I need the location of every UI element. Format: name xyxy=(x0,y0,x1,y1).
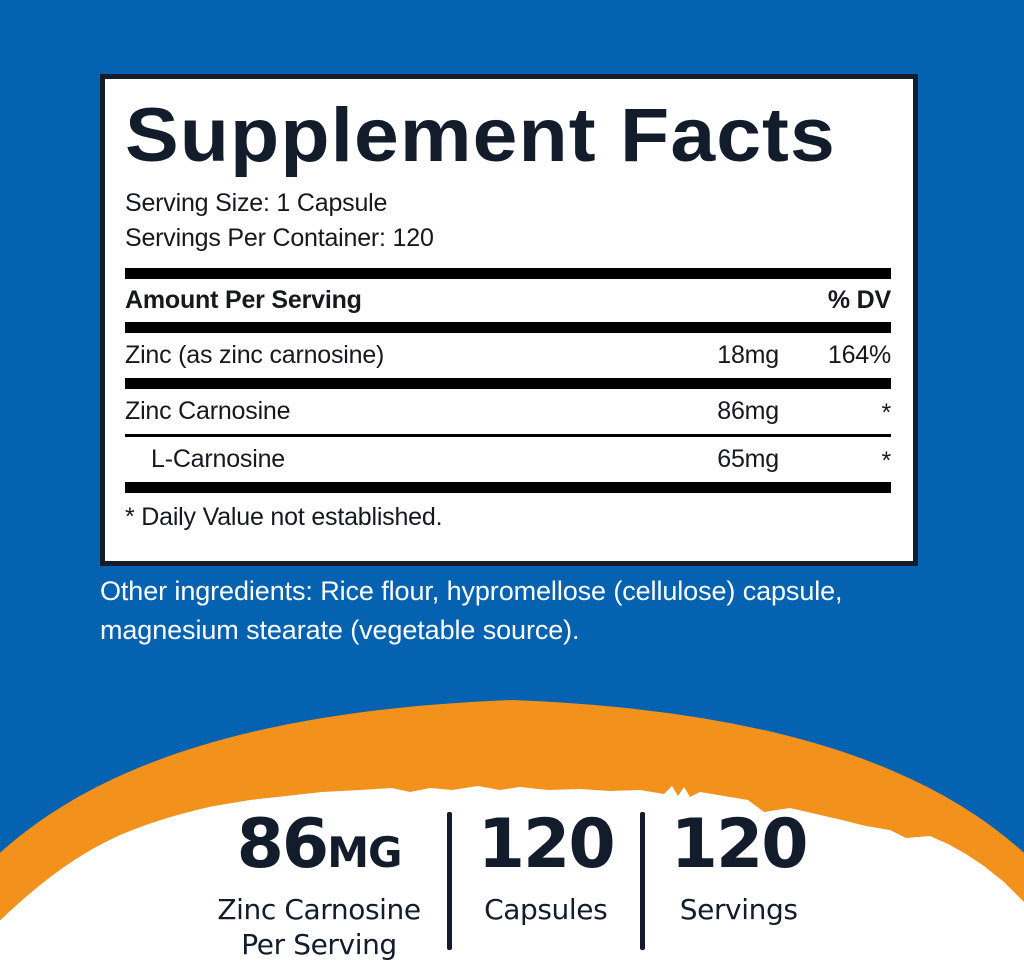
wave-decoration xyxy=(0,640,1024,978)
nutrient-amount: 65mg xyxy=(717,445,779,473)
divider-rule-thin xyxy=(125,434,891,437)
stat-divider xyxy=(446,812,452,950)
percent-dv-header: % DV xyxy=(827,286,891,314)
stat-number: 120 xyxy=(670,805,809,884)
serving-size-text: Serving Size: 1 Capsule xyxy=(125,189,388,217)
stat-value: 120 xyxy=(670,805,809,890)
stat-number: 120 xyxy=(477,805,616,884)
stat-label: Servings xyxy=(679,893,798,926)
nutrient-name: Zinc (as zinc carnosine) xyxy=(125,341,385,369)
stat-number: 86 xyxy=(236,805,330,884)
stat-dosage: 86MG Zinc Carnosine Per Serving xyxy=(191,808,446,962)
stat-label: Zinc Carnosine Per Serving xyxy=(217,893,421,961)
table-row: L-Carnosine 65mg * xyxy=(125,437,891,482)
stat-value: 120 xyxy=(477,805,616,890)
divider-bar-mid xyxy=(125,378,891,389)
stats-row: 86MG Zinc Carnosine Per Serving 120 Caps… xyxy=(0,808,1024,978)
supplement-facts-title: Supplement Facts xyxy=(125,93,836,178)
amount-per-serving-header: Amount Per Serving xyxy=(125,286,362,314)
nutrient-name: Zinc Carnosine xyxy=(125,397,291,425)
stat-divider xyxy=(639,812,645,950)
other-ingredients-block: Other ingredients: Rice flour, hypromell… xyxy=(100,572,940,650)
nutrient-dv: * xyxy=(881,399,891,427)
stat-servings: 120 Servings xyxy=(645,808,833,927)
stat-unit: MG xyxy=(327,828,402,877)
stat-label: Capsules xyxy=(484,893,608,926)
table-row: Zinc (as zinc carnosine) 18mg 164% xyxy=(125,333,891,378)
divider-bar-bottom xyxy=(125,482,891,493)
other-ingredients-line-2: magnesium stearate (vegetable source). xyxy=(100,615,580,645)
divider-bar-top xyxy=(125,268,891,279)
other-ingredients-line-1: Other ingredients: Rice flour, hypromell… xyxy=(100,576,843,606)
divider-bar-under-header xyxy=(125,322,891,333)
supplement-facts-panel: Supplement Facts Serving Size: 1 Capsule… xyxy=(100,74,918,566)
supplement-facts-inner: Supplement Facts Serving Size: 1 Capsule… xyxy=(105,95,913,577)
stat-capsules: 120 Capsules xyxy=(452,808,640,927)
wave-svg xyxy=(0,700,1024,978)
nutrient-dv: 164% xyxy=(827,341,891,369)
daily-value-footnote: * Daily Value not established. xyxy=(125,503,443,531)
table-header-row: Amount Per Serving % DV xyxy=(125,279,891,322)
nutrient-amount: 18mg xyxy=(717,341,779,369)
nutrient-dv: * xyxy=(881,447,891,475)
table-row: Zinc Carnosine 86mg * xyxy=(125,389,891,434)
white-torn-shape xyxy=(0,786,1024,978)
nutrient-amount: 86mg xyxy=(717,397,779,425)
stat-value: 86MG xyxy=(236,805,403,890)
servings-per-container-text: Servings Per Container: 120 xyxy=(125,224,434,252)
nutrient-name: L-Carnosine xyxy=(151,445,285,473)
